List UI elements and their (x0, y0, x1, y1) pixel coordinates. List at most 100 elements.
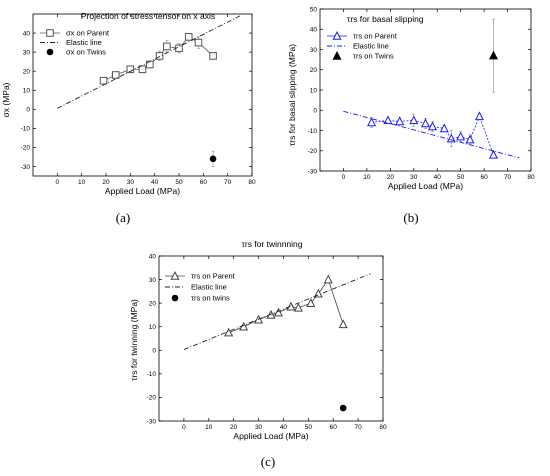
x-tick-label: 70 (504, 174, 512, 181)
data-point (465, 134, 475, 144)
data-point (209, 52, 217, 60)
y-axis-label: τrs for twinning (MPa) (129, 299, 139, 381)
figure-caption: (c) (261, 454, 275, 469)
legend-label: τrs on Parent (191, 272, 236, 281)
x-tick-label: 50 (175, 179, 183, 186)
data-point (273, 307, 283, 317)
figure-caption: (a) (116, 210, 130, 225)
x-tick-label: 60 (200, 179, 208, 186)
data-point (111, 71, 120, 79)
legend-label: Elastic line (353, 42, 389, 51)
data-point (224, 327, 234, 337)
data-point (395, 116, 405, 126)
x-axis-label: Applied Load (MPa) (388, 181, 463, 191)
legend-label: τrs on Twins (353, 52, 394, 61)
x-axis-label: Applied Load (MPa) (105, 186, 180, 196)
y-tick-label: -30 (308, 168, 318, 175)
data-point (306, 298, 316, 307)
series-0 (367, 111, 499, 159)
x-tick-label: 20 (387, 174, 395, 181)
data-point (367, 117, 377, 127)
x-tick-label: 80 (527, 174, 535, 181)
data-point (439, 123, 449, 133)
y-tick-label: 10 (149, 324, 157, 331)
legend-swatch (332, 51, 342, 60)
x-tick-label: 60 (330, 424, 338, 431)
plot-frame (32, 13, 253, 177)
data-point (488, 50, 499, 60)
x-tick-label: 70 (224, 179, 232, 186)
legend: τrs on Parent Elastic line τrs on twins (165, 271, 236, 303)
x-tick-label: 40 (434, 174, 442, 181)
legend-label: σx on Parent (66, 29, 110, 38)
y-tick-label: 50 (310, 6, 318, 13)
data-point (338, 319, 348, 329)
y-tick-label: 40 (310, 27, 318, 34)
x-tick-label: 0 (182, 424, 186, 431)
x-tick-label: 10 (363, 174, 371, 181)
x-tick-label: 80 (379, 424, 387, 431)
y-tick-label: 30 (310, 47, 318, 54)
data-point (293, 302, 303, 312)
y-tick-label: 30 (23, 49, 31, 56)
data-point (420, 118, 431, 128)
y-tick-label: 30 (149, 277, 157, 284)
y-tick-label: 10 (23, 88, 31, 95)
x-tick-label: 50 (305, 424, 313, 431)
y-tick-label: 40 (149, 253, 157, 260)
series-0 (99, 33, 217, 85)
data-point (383, 115, 393, 125)
data-point (163, 42, 171, 51)
x-tick-label: 10 (205, 424, 213, 431)
y-axis-label: τrs for basal slipping (MPa) (287, 44, 297, 146)
series-1 (343, 110, 520, 159)
y-tick-label: 20 (23, 68, 31, 75)
y-tick-label: 0 (313, 108, 317, 115)
legend-swatch (46, 29, 54, 37)
data-point (339, 404, 347, 412)
y-tick-label: -30 (147, 418, 157, 425)
data-point (323, 274, 333, 284)
y-tick-label: 20 (310, 67, 318, 74)
elastic-line (57, 15, 241, 109)
series-2 (488, 18, 499, 93)
data-point (409, 115, 419, 125)
series-2 (339, 404, 347, 412)
y-tick-label: 0 (26, 107, 30, 114)
legend-label: τrs on twins (191, 294, 230, 303)
data-point (474, 111, 484, 121)
data-point (209, 155, 217, 163)
x-tick-label: 50 (457, 174, 465, 181)
y-tick-label: -20 (308, 148, 318, 155)
data-point (456, 131, 466, 141)
x-tick-label: 0 (56, 179, 60, 186)
data-point (99, 76, 108, 85)
legend-label: Elastic line (191, 283, 227, 292)
legend-label: Elastic line (66, 38, 102, 47)
data-point (286, 301, 296, 311)
chart-a: 0 10 20 30 40 50 60 70 80-30-20-10010203040Appli… (1, 11, 256, 225)
data-point (194, 38, 203, 47)
x-tick-label: 30 (255, 424, 263, 431)
x-tick-label: 30 (127, 179, 135, 186)
legend-label: σx on Twins (66, 48, 106, 57)
elastic-line (343, 110, 520, 159)
series-line (228, 278, 344, 333)
y-tick-label: -30 (21, 164, 31, 171)
y-tick-label: 0 (152, 348, 156, 355)
data-point (184, 33, 193, 41)
y-tick-label: -20 (147, 395, 157, 402)
x-tick-label: 60 (480, 174, 488, 181)
y-axis-label: σx (MPa) (1, 82, 11, 117)
data-point (155, 52, 164, 60)
data-point (138, 65, 147, 74)
y-tick-label: -10 (147, 371, 157, 378)
y-tick-label: 40 (23, 30, 31, 37)
chart-b: 0 10 20 30 40 50 60 70 80-30-20-1001020304050App… (287, 6, 535, 225)
series-2 (209, 150, 217, 167)
data-point (126, 65, 135, 74)
x-tick-label: 70 (354, 424, 362, 431)
figure-caption: (b) (403, 210, 418, 225)
